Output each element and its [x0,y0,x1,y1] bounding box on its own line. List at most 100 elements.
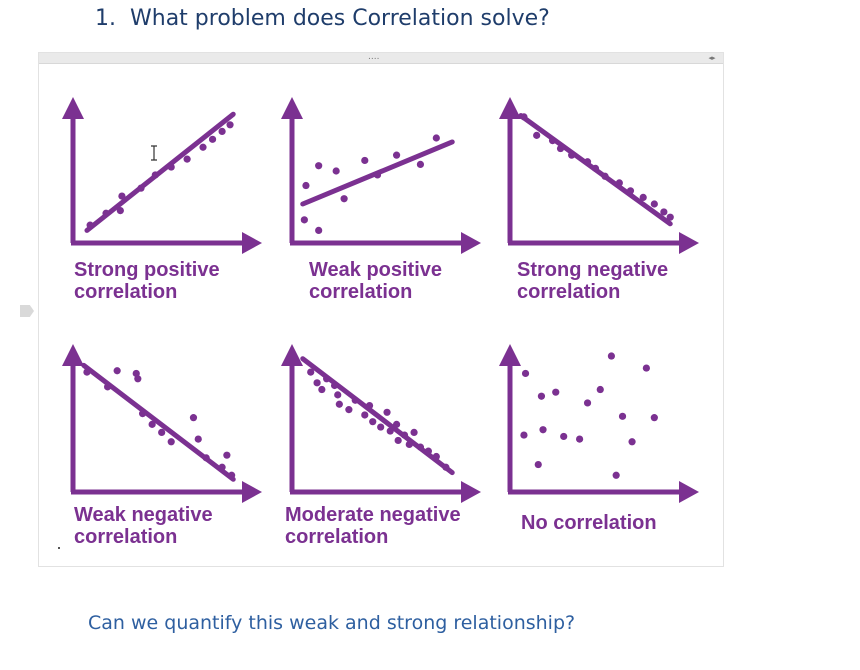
data-point [218,127,226,135]
data-point [313,379,321,387]
data-point [539,426,547,434]
data-point [104,383,112,391]
plot-label: correlation [309,281,412,303]
data-point [537,392,546,400]
data-point [118,192,126,200]
data-point [335,400,343,408]
data-point [552,388,560,396]
data-point [591,164,600,172]
trend-line [84,111,236,233]
data-point [167,163,175,171]
data-point [383,408,391,416]
data-point [650,200,658,208]
data-point [534,460,542,469]
frame-pager-icon[interactable]: ◂▸ [708,54,716,62]
data-point [365,402,374,410]
frame-toolbar: .... ◂▸ [39,53,723,64]
data-point [83,368,91,376]
data-point [315,226,323,234]
data-point [148,420,156,428]
data-point [626,187,635,195]
data-point [548,137,557,145]
data-point [618,412,627,420]
data-point [137,184,145,192]
heading-number: 1. [95,6,116,31]
data-point [340,195,348,203]
data-point [392,420,401,428]
data-point [596,385,604,394]
data-point [660,208,668,216]
plot-label: No correlation [521,512,657,534]
data-point [583,158,592,166]
data-point [650,414,658,422]
y-axis-arrow [281,344,303,366]
data-point [520,113,528,121]
x-axis-arrow [461,232,481,254]
data-point [315,162,323,170]
x-axis-arrow [242,232,262,254]
data-point [361,411,369,419]
data-point [416,160,425,168]
data-point [318,385,326,394]
data-point [361,156,369,165]
stray-mark [58,547,60,549]
slide-heading: 1. What problem does Correlation solve? [95,6,550,31]
plot-label: correlation [517,281,620,303]
data-point [583,399,592,407]
data-point [300,216,308,224]
data-point [334,391,342,399]
data-point [373,171,382,179]
x-axis-arrow [679,481,699,503]
data-point [405,440,413,449]
plot-label: correlation [74,281,177,303]
plot-label: correlation [285,526,388,548]
data-point [167,438,175,446]
data-point [556,144,565,153]
x-axis-arrow [679,232,699,254]
data-point [432,134,440,142]
drag-handle-icon[interactable]: .... [368,52,380,62]
plot-label: correlation [74,526,177,548]
y-axis-arrow [499,344,521,366]
data-point [302,181,310,190]
i-beam-cursor-icon [151,145,157,161]
data-point [158,428,166,436]
data-point [410,428,418,436]
data-point [330,381,339,390]
plot-label: Strong positive [74,259,220,281]
data-point [223,451,231,459]
slide-tab-icon[interactable] [20,305,34,317]
data-point [139,410,147,418]
data-point [666,213,674,221]
data-point [116,207,124,215]
plot-label: Weak positive [309,259,442,281]
data-point [102,209,110,217]
data-point [151,171,159,179]
plot-label: Weak negative [74,504,213,526]
y-axis-arrow [281,97,303,119]
data-point [628,438,636,446]
data-point [392,151,401,159]
data-point [601,172,609,180]
data-point [615,179,623,187]
question-text: Can we quantify this weak and strong rel… [88,612,576,634]
y-axis-arrow [62,97,84,119]
data-point [533,131,541,139]
data-point [642,364,650,372]
data-point [86,221,94,229]
heading-text: What problem does Correlation solve? [130,6,550,31]
x-axis-arrow [461,481,481,503]
data-point [351,396,359,404]
y-axis-arrow [62,344,84,366]
data-point [134,375,142,383]
data-point [307,368,315,376]
data-point [416,443,425,451]
data-point [189,414,198,422]
data-point [199,143,207,151]
data-point [323,375,331,383]
data-point [432,452,440,461]
data-point [568,151,576,159]
data-point [394,436,402,445]
data-point [208,135,217,143]
